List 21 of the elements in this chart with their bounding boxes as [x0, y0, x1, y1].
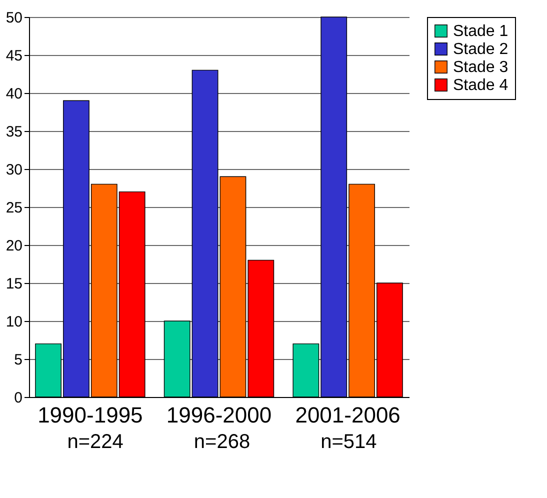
y-tick-label: 0	[14, 390, 22, 406]
y-tick-label: 35	[6, 124, 22, 140]
y-tick-label: 10	[6, 314, 22, 330]
legend-label: Stade 2	[453, 41, 508, 58]
y-tick-label: 25	[6, 200, 22, 216]
y-tick-label: 5	[14, 352, 22, 368]
y-tick-label: 40	[6, 86, 22, 102]
x-tick-label: 1996-2000	[166, 402, 272, 428]
legend-label: Stade 4	[453, 77, 508, 94]
text: n=514	[320, 431, 378, 454]
x-tick-label: 2001-2006	[295, 402, 400, 428]
text: n=224	[66, 431, 124, 454]
x-tick-label: 1990-1995	[38, 402, 143, 428]
y-tick-label: 30	[6, 162, 22, 178]
legend-label: Stade 3	[453, 59, 508, 76]
y-tick-label: 50	[6, 10, 22, 26]
y-tick-label: 20	[6, 238, 22, 254]
y-tick-label: 15	[6, 276, 22, 292]
y-tick-label: 45	[6, 48, 22, 64]
legend-label: Stade 1	[453, 23, 508, 40]
text: n=268	[192, 431, 252, 454]
